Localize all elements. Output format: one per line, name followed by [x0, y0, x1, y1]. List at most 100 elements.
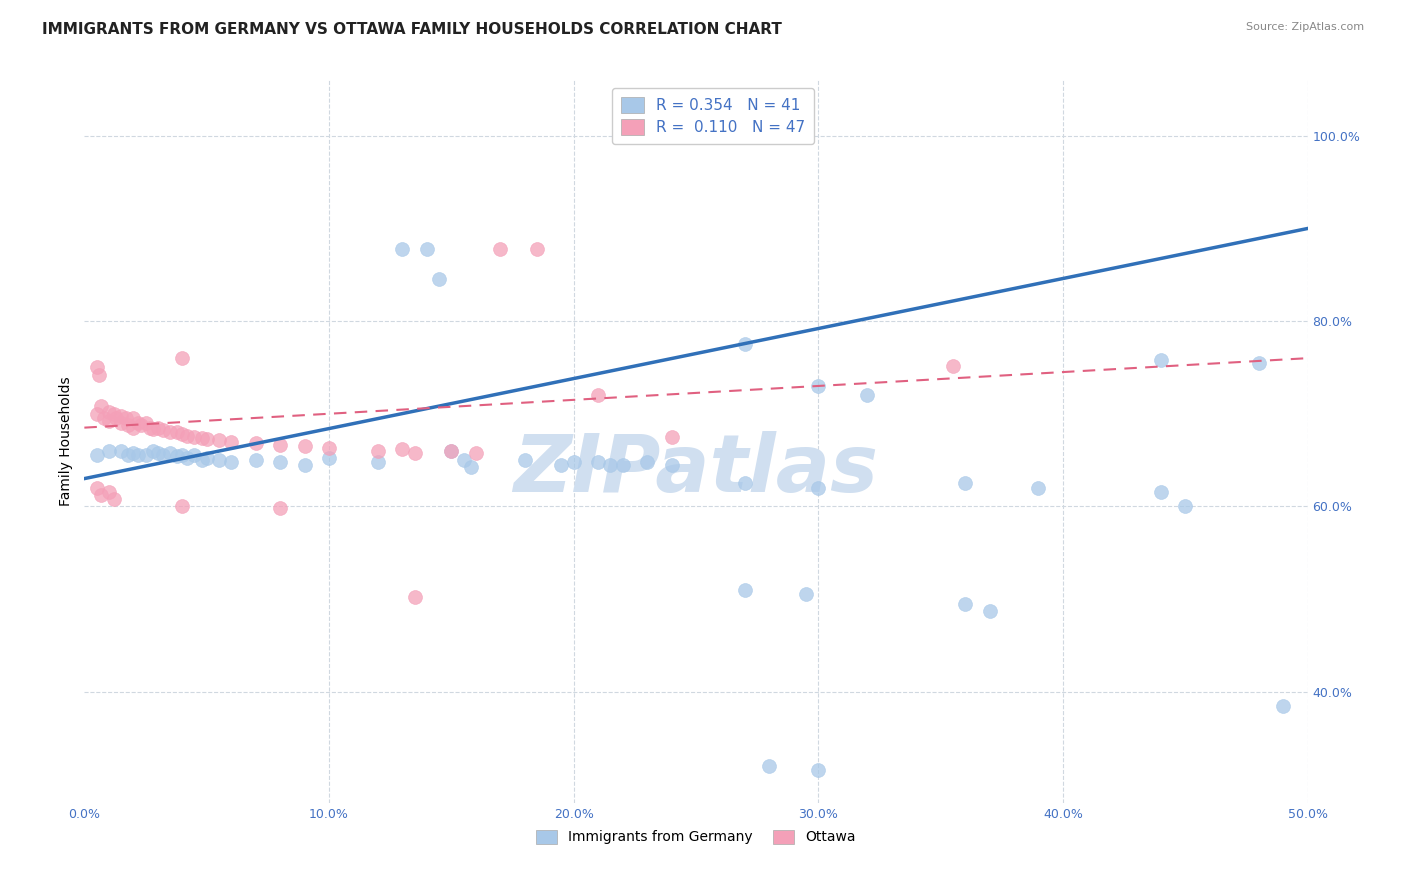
Point — [245, 453, 267, 467]
Point — [103, 491, 125, 506]
Point — [110, 409, 132, 423]
Point — [127, 416, 149, 430]
Point — [172, 427, 194, 442]
Point — [142, 443, 165, 458]
Point — [208, 453, 231, 467]
Point — [318, 441, 340, 455]
Point — [367, 443, 389, 458]
Point — [219, 455, 242, 469]
Point — [86, 407, 108, 421]
Point — [152, 424, 174, 438]
Legend: Immigrants from Germany, Ottawa: Immigrants from Germany, Ottawa — [530, 824, 862, 850]
Point — [97, 443, 120, 458]
Point — [115, 411, 138, 425]
Point — [942, 359, 965, 373]
Point — [1150, 353, 1173, 368]
Point — [87, 368, 110, 382]
Point — [142, 423, 165, 437]
Point — [1272, 698, 1295, 713]
Point — [1028, 481, 1050, 495]
Text: IMMIGRANTS FROM GERMANY VS OTTAWA FAMILY HOUSEHOLDS CORRELATION CHART: IMMIGRANTS FROM GERMANY VS OTTAWA FAMILY… — [42, 22, 782, 37]
Point — [427, 272, 450, 286]
Point — [176, 451, 198, 466]
Point — [159, 425, 181, 440]
Point — [245, 436, 267, 450]
Point — [550, 458, 572, 472]
Point — [294, 439, 316, 453]
Point — [1150, 485, 1173, 500]
Point — [146, 445, 169, 459]
Point — [152, 448, 174, 462]
Point — [176, 429, 198, 443]
Point — [367, 455, 389, 469]
Point — [195, 451, 218, 466]
Point — [122, 445, 145, 459]
Point — [562, 455, 585, 469]
Point — [586, 388, 609, 402]
Point — [807, 379, 830, 393]
Point — [612, 458, 634, 472]
Point — [103, 407, 125, 421]
Point — [453, 453, 475, 467]
Y-axis label: Family Households: Family Households — [59, 376, 73, 507]
Text: Source: ZipAtlas.com: Source: ZipAtlas.com — [1246, 22, 1364, 32]
Point — [127, 449, 149, 463]
Point — [208, 433, 231, 447]
Point — [90, 488, 112, 502]
Point — [807, 764, 830, 778]
Point — [599, 458, 621, 472]
Point — [183, 430, 205, 444]
Point — [758, 758, 780, 772]
Point — [105, 411, 128, 425]
Point — [1247, 356, 1270, 370]
Point — [318, 451, 340, 466]
Point — [391, 442, 413, 456]
Point — [166, 450, 188, 464]
Point — [117, 417, 139, 432]
Point — [404, 445, 426, 459]
Point — [93, 411, 115, 425]
Point — [489, 242, 512, 256]
Point — [191, 453, 214, 467]
Point — [122, 420, 145, 434]
Point — [513, 453, 536, 467]
Text: ZIPatlas: ZIPatlas — [513, 432, 879, 509]
Point — [269, 438, 291, 452]
Point — [416, 242, 439, 256]
Point — [979, 604, 1001, 618]
Point — [135, 449, 157, 463]
Point — [661, 430, 683, 444]
Point — [636, 455, 658, 469]
Point — [734, 476, 756, 491]
Point — [526, 242, 548, 256]
Point — [195, 432, 218, 446]
Point — [166, 425, 188, 440]
Point — [117, 449, 139, 463]
Point — [440, 443, 463, 458]
Point — [135, 416, 157, 430]
Point — [139, 420, 162, 434]
Point — [183, 449, 205, 463]
Point — [391, 242, 413, 256]
Point — [129, 417, 152, 432]
Point — [97, 405, 120, 419]
Point — [1174, 500, 1197, 514]
Point — [807, 481, 830, 495]
Point — [440, 443, 463, 458]
Point — [97, 484, 120, 499]
Point — [953, 476, 976, 491]
Point — [86, 360, 108, 375]
Point — [86, 481, 108, 495]
Point — [734, 337, 756, 351]
Point — [122, 411, 145, 425]
Point — [294, 458, 316, 472]
Point — [794, 587, 817, 601]
Point — [464, 445, 486, 459]
Point — [586, 455, 609, 469]
Point — [404, 590, 426, 604]
Point — [110, 443, 132, 458]
Point — [159, 445, 181, 459]
Point — [90, 400, 112, 414]
Point — [856, 388, 879, 402]
Point — [460, 459, 482, 474]
